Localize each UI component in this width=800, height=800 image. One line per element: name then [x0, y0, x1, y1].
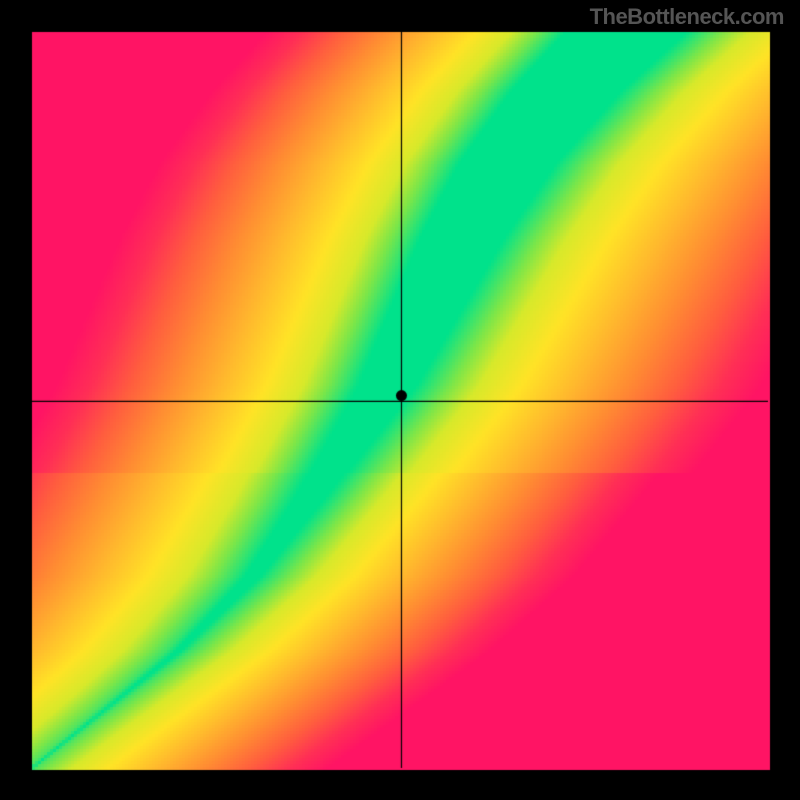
chart-container: TheBottleneck.com — [0, 0, 800, 800]
watermark-text: TheBottleneck.com — [590, 4, 784, 30]
heatmap-canvas — [0, 0, 800, 800]
